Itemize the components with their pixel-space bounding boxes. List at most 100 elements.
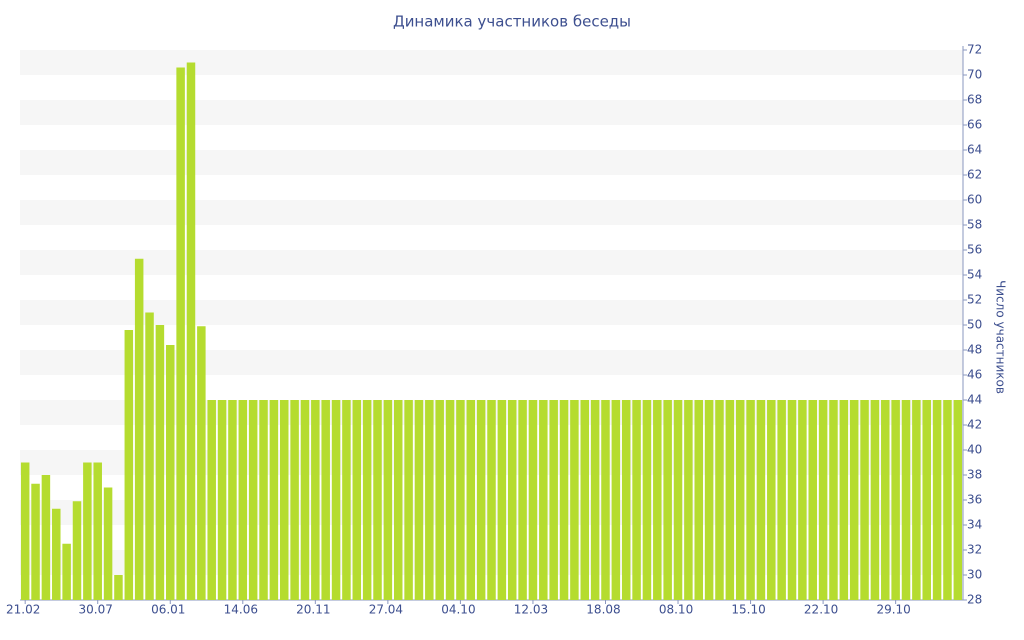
bar bbox=[818, 400, 828, 600]
grid-stripe bbox=[20, 250, 963, 275]
bar bbox=[72, 501, 82, 600]
bar bbox=[476, 400, 486, 600]
bar bbox=[248, 400, 258, 600]
bar bbox=[611, 400, 621, 600]
bar bbox=[497, 400, 507, 600]
x-tick-label: 06.01 bbox=[151, 603, 185, 617]
bar bbox=[767, 400, 776, 600]
bar bbox=[881, 400, 890, 600]
bar bbox=[269, 400, 279, 600]
y-tick-label: 42 bbox=[967, 418, 982, 432]
bar bbox=[383, 400, 393, 600]
bar bbox=[331, 400, 341, 600]
y-tick-label: 30 bbox=[967, 568, 982, 582]
y-tick-label: 46 bbox=[967, 368, 982, 382]
bar bbox=[300, 400, 310, 600]
y-tick-label: 52 bbox=[967, 293, 982, 307]
bar bbox=[176, 67, 185, 600]
bar bbox=[321, 400, 330, 600]
y-tick-label: 70 bbox=[967, 68, 982, 82]
bar bbox=[725, 400, 735, 600]
bar bbox=[912, 400, 921, 600]
bar bbox=[487, 400, 496, 600]
y-tick-label: 64 bbox=[967, 143, 982, 157]
y-tick-label: 32 bbox=[967, 543, 982, 557]
grid-stripe bbox=[20, 50, 963, 75]
bar bbox=[653, 400, 662, 600]
x-tick-label: 15.10 bbox=[731, 603, 765, 617]
bar bbox=[52, 508, 61, 600]
bar bbox=[435, 400, 444, 600]
bar bbox=[124, 330, 134, 600]
bar bbox=[787, 400, 797, 600]
y-tick-label: 72 bbox=[967, 43, 982, 57]
bar bbox=[621, 400, 631, 600]
bar bbox=[279, 400, 289, 600]
bar bbox=[570, 400, 579, 600]
y-tick-label: 36 bbox=[967, 493, 982, 507]
bar bbox=[197, 326, 206, 600]
bar bbox=[746, 400, 755, 600]
bar bbox=[41, 475, 51, 600]
bar bbox=[849, 400, 859, 600]
bar bbox=[155, 325, 165, 600]
x-tick-label: 12.03 bbox=[514, 603, 548, 617]
bar bbox=[259, 400, 268, 600]
bar bbox=[777, 400, 786, 600]
bar bbox=[373, 400, 382, 600]
bar bbox=[922, 400, 931, 600]
x-tick-label: 20.11 bbox=[296, 603, 330, 617]
bar bbox=[507, 400, 517, 600]
x-tick-label: 21.02 bbox=[6, 603, 40, 617]
bar bbox=[642, 400, 652, 600]
bar bbox=[425, 400, 434, 600]
bar bbox=[673, 400, 683, 600]
x-tick-label: 30.07 bbox=[79, 603, 113, 617]
bar bbox=[166, 345, 175, 600]
bar bbox=[943, 400, 952, 600]
bar bbox=[539, 400, 548, 600]
bar bbox=[186, 62, 196, 600]
x-tick-label: 27.04 bbox=[369, 603, 403, 617]
x-tick-label: 18.08 bbox=[586, 603, 620, 617]
x-tick-label: 22.10 bbox=[804, 603, 838, 617]
bar bbox=[756, 400, 766, 600]
bar bbox=[238, 400, 248, 600]
bar bbox=[62, 543, 71, 600]
bar bbox=[549, 400, 558, 600]
bar bbox=[735, 400, 745, 600]
x-tick-label: 08.10 bbox=[659, 603, 693, 617]
bar bbox=[290, 400, 299, 600]
bar bbox=[134, 258, 144, 600]
bar bbox=[839, 400, 849, 600]
bar bbox=[466, 400, 476, 600]
y-tick-label: 60 bbox=[967, 193, 982, 207]
bar bbox=[83, 462, 92, 600]
y-tick-label: 54 bbox=[967, 268, 982, 282]
bar bbox=[798, 400, 807, 600]
y-tick-label: 66 bbox=[967, 118, 982, 132]
bar bbox=[953, 400, 963, 600]
bar bbox=[352, 400, 362, 600]
grid-stripe bbox=[20, 200, 963, 225]
grid-stripe bbox=[20, 300, 963, 325]
bar bbox=[414, 400, 424, 600]
bar bbox=[559, 400, 569, 600]
bar bbox=[518, 400, 527, 600]
y-tick-label: 44 bbox=[967, 393, 982, 407]
bar bbox=[342, 400, 351, 600]
bar bbox=[580, 400, 590, 600]
bar bbox=[445, 400, 455, 600]
bar bbox=[663, 400, 672, 600]
y-tick-label: 56 bbox=[967, 243, 982, 257]
y-tick-label: 50 bbox=[967, 318, 982, 332]
y-tick-label: 40 bbox=[967, 443, 982, 457]
bar bbox=[704, 400, 714, 600]
bar bbox=[93, 462, 102, 600]
grid-stripe bbox=[20, 150, 963, 175]
bar bbox=[860, 400, 869, 600]
bar bbox=[694, 400, 704, 600]
y-tick-label: 48 bbox=[967, 343, 982, 357]
bar bbox=[311, 400, 320, 600]
